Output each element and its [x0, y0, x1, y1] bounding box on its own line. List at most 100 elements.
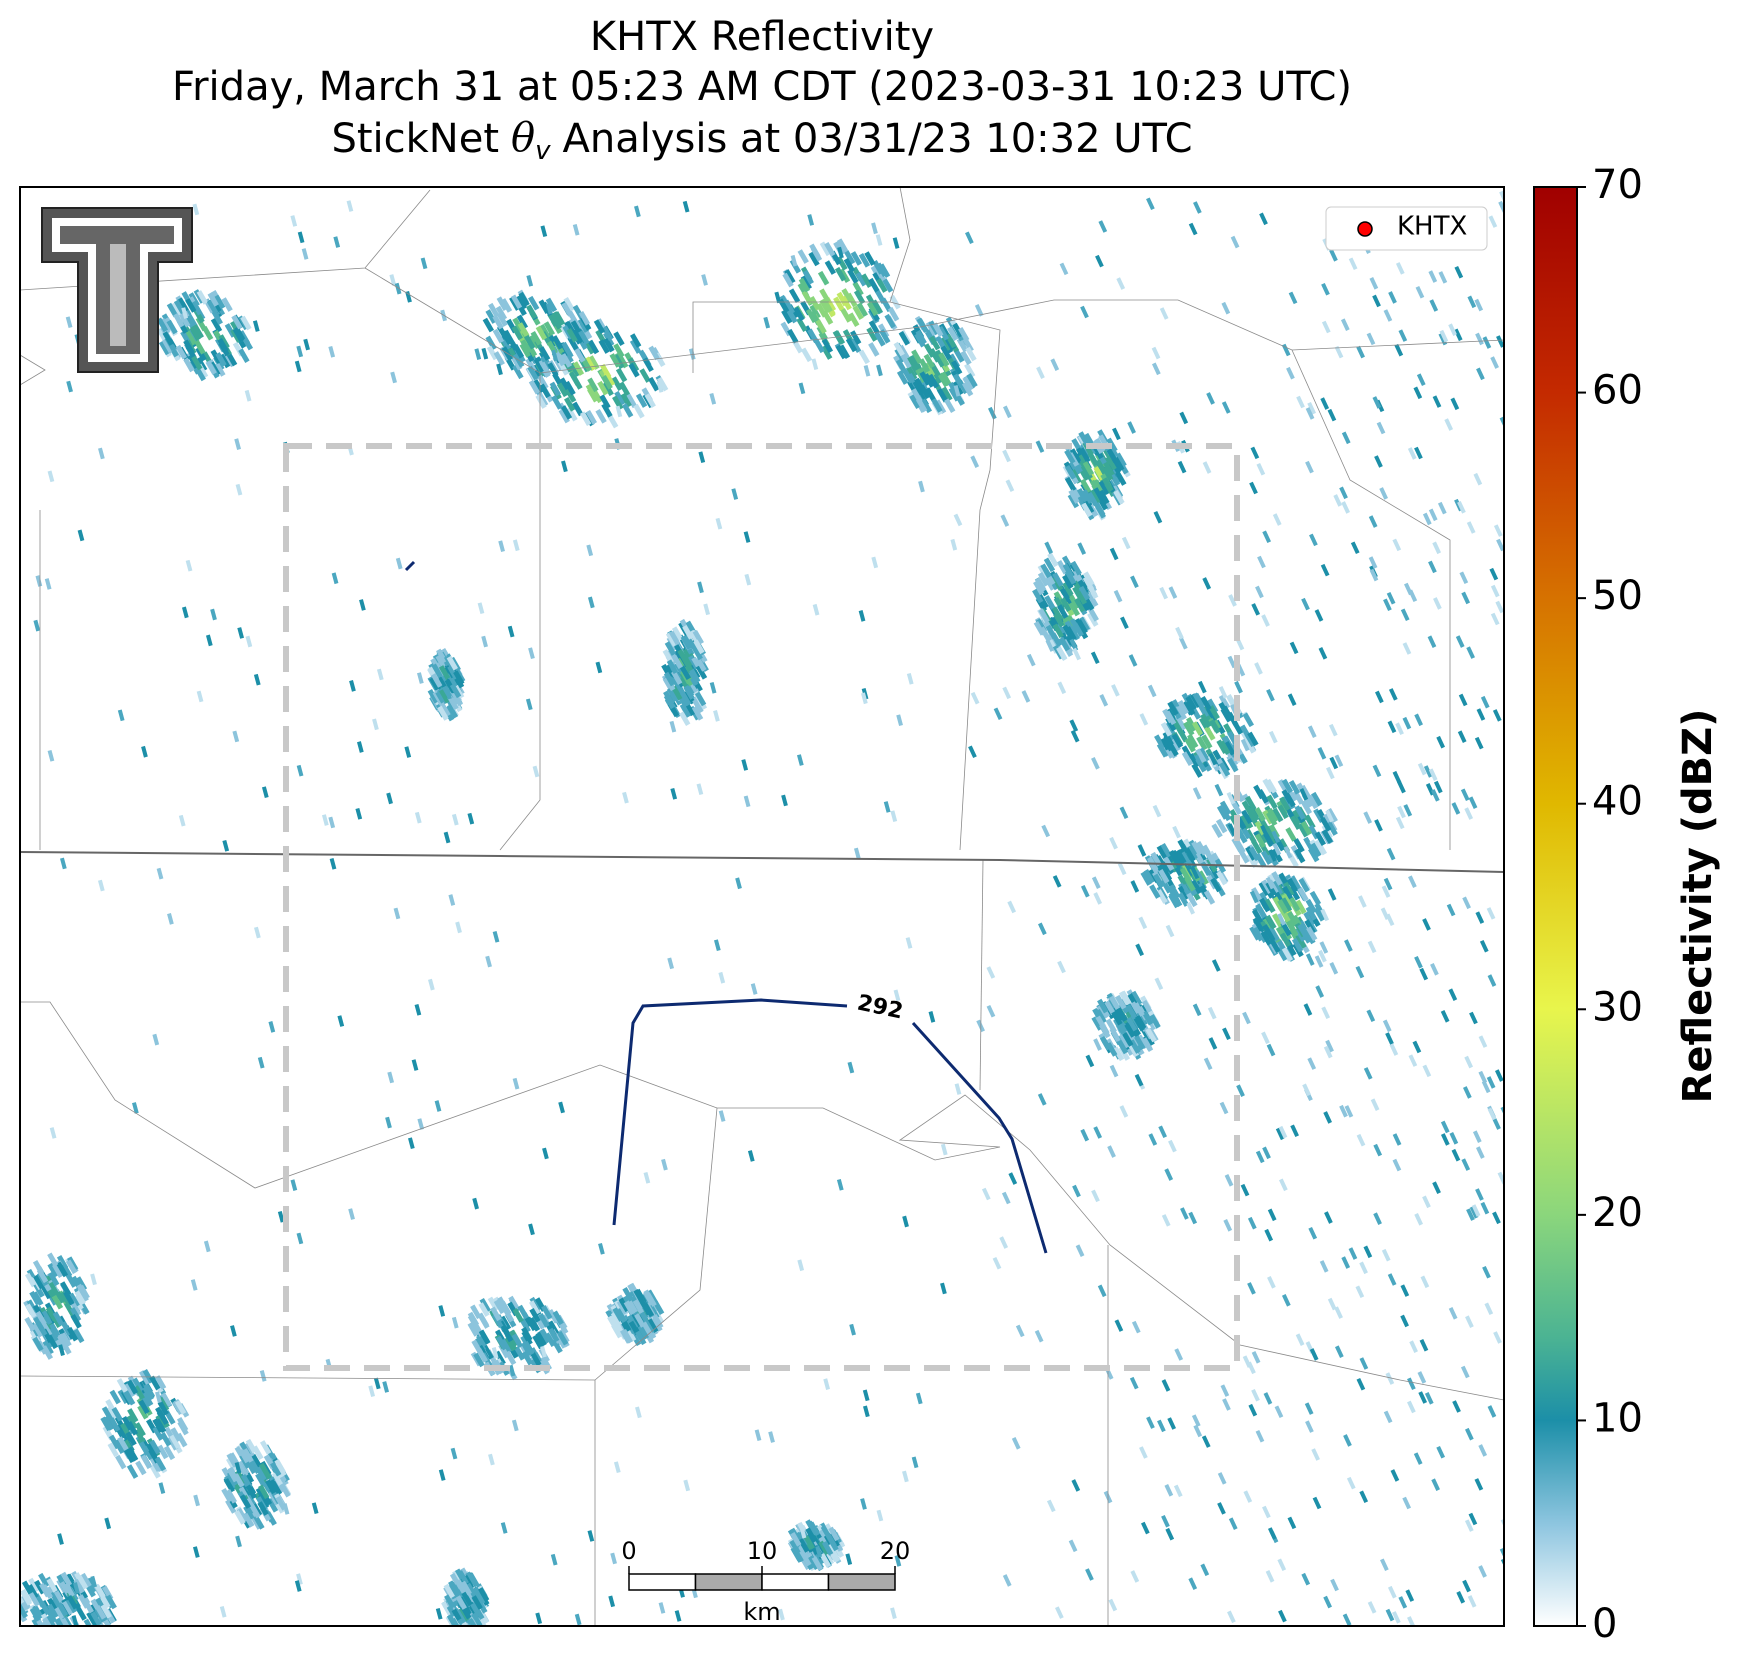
echo [595, 409, 607, 424]
echo [1231, 720, 1244, 735]
echo [1192, 1003, 1202, 1017]
echo [940, 1282, 947, 1295]
echo [245, 1484, 257, 1500]
echo [1492, 1211, 1501, 1225]
echo [496, 363, 503, 376]
echo [1193, 851, 1206, 867]
echo [63, 1582, 75, 1598]
echo [850, 251, 863, 266]
echo [1282, 885, 1294, 901]
echo [1413, 386, 1423, 400]
echo [1427, 635, 1437, 648]
echo [1043, 557, 1056, 573]
echo [1428, 270, 1438, 283]
echo [455, 1579, 467, 1594]
echo [1324, 1211, 1333, 1224]
echo [798, 382, 806, 395]
echo [1419, 1338, 1429, 1352]
echo [890, 1607, 897, 1619]
echo [274, 1458, 286, 1474]
echo [1486, 1076, 1496, 1089]
echo [545, 297, 558, 313]
echo [1266, 1043, 1276, 1057]
echo [1281, 947, 1294, 962]
echo [1140, 1521, 1150, 1535]
echo [417, 672, 424, 684]
scale-unit: km [743, 1598, 780, 1626]
echo [1200, 695, 1212, 711]
echo [1005, 479, 1015, 492]
echo [1078, 447, 1091, 463]
echo [1307, 1057, 1317, 1070]
echo [28, 1592, 40, 1607]
echo [525, 698, 533, 711]
echo [718, 971, 726, 984]
echo [511, 1419, 519, 1432]
echo [683, 1479, 691, 1492]
echo [1414, 713, 1423, 727]
echo [46, 1578, 58, 1593]
echo [1078, 616, 1091, 632]
echo [507, 625, 515, 638]
echo [1329, 756, 1339, 770]
echo [790, 1532, 802, 1547]
echo [787, 328, 799, 344]
echo [1280, 921, 1292, 937]
echo [1026, 653, 1036, 667]
echo [564, 397, 576, 412]
echo [645, 1292, 657, 1307]
echo [167, 913, 174, 925]
echo [518, 291, 530, 307]
echo [235, 483, 243, 496]
echo [1160, 721, 1173, 737]
echo [915, 1392, 923, 1405]
colorbar-tick-label: 30 [1592, 984, 1643, 1030]
echo [42, 1617, 54, 1626]
echo [667, 957, 675, 970]
echo [540, 225, 548, 238]
echo [539, 1328, 551, 1344]
echo [152, 1426, 164, 1441]
echo [639, 368, 651, 383]
echo [797, 249, 809, 264]
echo [974, 304, 984, 317]
echo [1440, 1133, 1450, 1146]
echo [876, 364, 883, 377]
echo [457, 1570, 469, 1585]
echo [1383, 598, 1392, 612]
echo [601, 374, 613, 390]
echo [512, 1308, 524, 1323]
echo [633, 1288, 645, 1304]
echo [883, 801, 891, 813]
echo [60, 1571, 73, 1587]
echo [493, 351, 505, 366]
echo [181, 606, 189, 619]
echo [1157, 1419, 1166, 1433]
echo [1383, 877, 1393, 891]
echo [1134, 1035, 1146, 1050]
echo [1487, 1107, 1497, 1121]
echo [1489, 567, 1499, 581]
echo [24, 1272, 37, 1288]
echo [1083, 571, 1095, 586]
echo [465, 1571, 477, 1587]
echo [171, 301, 183, 317]
echo [858, 252, 871, 268]
echo [932, 322, 944, 337]
echo [133, 1385, 145, 1400]
echo [443, 831, 451, 844]
echo [1260, 824, 1269, 838]
echo [1320, 817, 1332, 832]
echo [1127, 421, 1136, 434]
echo [664, 641, 677, 656]
echo [1409, 1340, 1418, 1353]
echo [297, 231, 305, 244]
echo [1184, 701, 1196, 716]
echo [173, 313, 185, 328]
echo [1400, 1314, 1409, 1328]
echo [1277, 804, 1289, 820]
echo [692, 630, 704, 645]
echo [595, 661, 603, 674]
echo [579, 411, 592, 427]
scale-tick-label: 10 [747, 1537, 778, 1565]
